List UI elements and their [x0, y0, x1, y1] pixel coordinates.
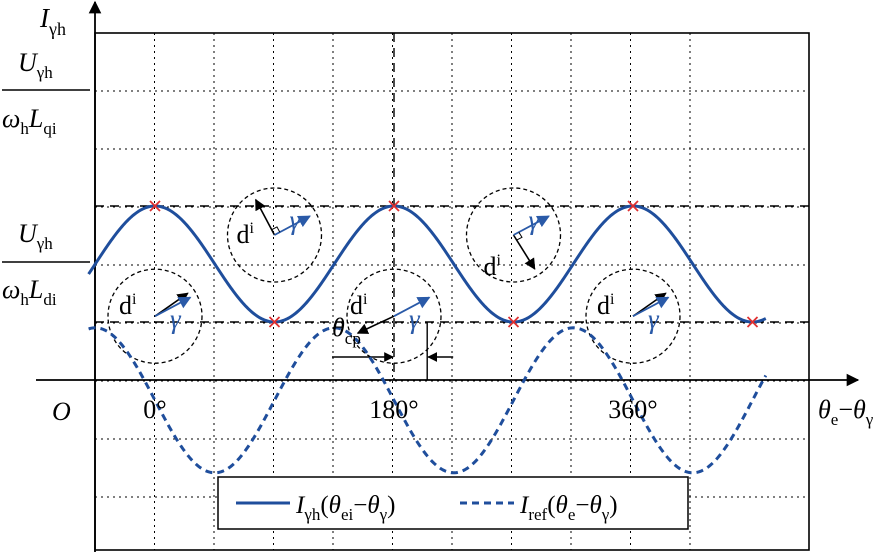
legend-solid-label: Iγh(θei−θγ) [295, 492, 395, 524]
d-axis-label: di [237, 220, 255, 249]
extremum-marker [507, 316, 520, 328]
vector-circle: di γ [107, 268, 203, 364]
series-line-iref [88, 326, 768, 475]
dashed-circle [226, 187, 323, 283]
vector-circle: di γ [585, 268, 681, 364]
phase-marker [332, 322, 454, 380]
gamma-axis-arrow [632, 296, 670, 317]
svg-text:ωhLqi: ωhLqi [2, 104, 57, 138]
gamma-axis-label: γ [409, 304, 421, 334]
d-axis-label: di [597, 291, 615, 320]
extremum-marker [627, 200, 639, 212]
grid [95, 33, 809, 550]
gamma-axis-label: γ [170, 304, 182, 334]
extremum-marker [268, 316, 281, 328]
extremum-marker [149, 200, 161, 212]
x-tick-label: 180° [369, 395, 418, 424]
gamma-axis-arrow [154, 296, 192, 317]
d-axis-arrow [255, 198, 276, 236]
d-axis-label: di [119, 291, 137, 320]
vector-circle: di γ [346, 268, 442, 364]
gamma-axis-label: γ [529, 205, 541, 235]
extremum-markers [149, 200, 759, 328]
svg-text:Uγh: Uγh [18, 219, 53, 253]
svg-text:ωhLdi: ωhLdi [2, 275, 57, 309]
lower-level-label: Uγh ωhLdi [2, 219, 90, 309]
extremum-marker [388, 200, 400, 212]
origin-label: O [52, 397, 71, 426]
d-axis-label: di [350, 291, 368, 320]
right-angle-mark [271, 226, 281, 233]
vector-circle: di γ [226, 187, 323, 283]
gamma-axis-label: γ [648, 304, 660, 334]
vector-circle: diγ [465, 187, 562, 283]
extremum-marker [746, 316, 759, 328]
dashed-circle [465, 187, 562, 283]
dashed-circle [585, 268, 681, 364]
x-tick-labels: 0° 180° 360° [143, 395, 657, 424]
legend-dashed-label: Iref(θe−θγ) [519, 492, 618, 524]
svg-text:Uγh: Uγh [18, 48, 53, 82]
gamma-axis-arrow [274, 215, 311, 236]
y-axis-label: Iγh [39, 3, 66, 39]
upper-level-label: Uγh ωhLqi [2, 48, 90, 138]
gamma-axis-label: γ [290, 205, 302, 235]
dashed-circle [107, 268, 203, 364]
gamma-axis-arrow [393, 296, 431, 317]
x-tick-label: 360° [608, 395, 657, 424]
gamma-axis-arrow [513, 215, 550, 236]
d-axis-label: di [484, 252, 502, 281]
phase-label: θcp [332, 313, 361, 348]
right-angle-mark [516, 231, 523, 241]
dashed-circle [346, 268, 442, 364]
d-axis-arrow [512, 234, 536, 270]
x-axis-label: θe−θγ [818, 395, 874, 429]
legend: Iγh(θei−θγ) Iref(θe−θγ) [217, 476, 689, 530]
x-tick-label: 0° [143, 395, 166, 424]
series-line-ig [87, 204, 767, 324]
d-axis-arrow [356, 315, 395, 334]
